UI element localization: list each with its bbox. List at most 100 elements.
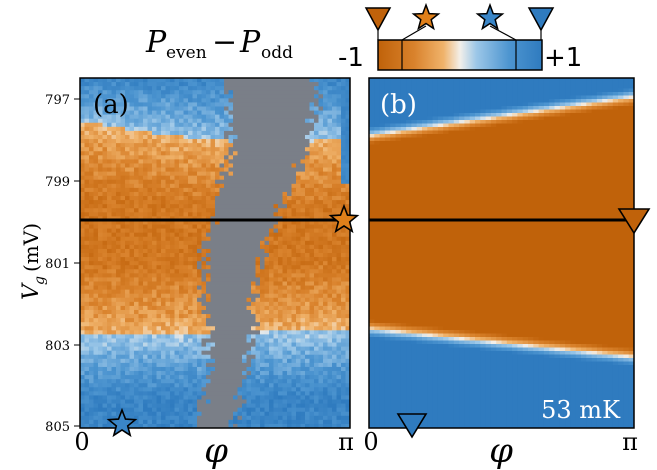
panel-a-cell [255,391,261,396]
panel-a-cell [165,106,171,111]
panel-a-cell [269,187,274,193]
panel-a-cell [251,102,256,107]
title-minus: − [212,25,237,60]
panel-a-cell [336,179,342,185]
panel-a-cell [147,98,153,103]
panel-a-cell [318,212,324,217]
panel-a-cell [246,134,252,140]
panel-a-cell [165,110,171,116]
panel-a-cell [228,151,234,156]
panel-a-cell [291,236,297,242]
panel-a-cell [233,114,238,120]
panel-a-cell [183,228,189,234]
panel-a-cell [314,265,319,270]
panel-a-cell [305,191,310,197]
panel-a-cell [161,175,166,181]
panel-a-cell [327,362,333,368]
panel-a-cell [242,334,247,339]
panel-a-cell [206,98,211,103]
panel-a-cell [201,151,207,156]
panel-a-cell [336,143,342,148]
panel-a-cell [111,391,117,396]
panel-a-cell [345,358,350,364]
panel-a-cell [138,196,144,201]
panel-a-cell [165,126,171,132]
panel-a-cell [233,371,238,376]
panel-a-cell [219,191,225,197]
panel-a-cell [197,342,202,347]
panel-a-cell [111,338,117,343]
panel-a-cell [336,269,342,274]
panel-a-cell [201,236,207,242]
panel-a-cell [278,269,283,274]
panel-a-cell [282,110,288,116]
panel-a-cell [89,159,94,164]
panel-a-cell [134,232,139,238]
panel-a-cell [291,196,297,201]
panel-a-cell [134,350,139,356]
panel-a-cell [233,281,238,286]
panel-a-cell [125,155,130,160]
panel-a-cell [264,244,270,250]
panel-a-cell [341,240,346,246]
panel-a-cell [260,257,265,262]
panel-a-cell [332,257,337,262]
panel-a-cell [336,110,342,116]
panel-a-cell [161,314,166,319]
panel-a-cell [318,159,324,164]
panel-a-cell [111,366,117,372]
panel-a-cell [233,200,238,205]
panel-a-cell [255,78,261,83]
panel-a-cell [219,204,225,209]
panel-a-cell [345,342,350,347]
panel-a-cell [291,86,297,91]
panel-a-cell [336,167,342,172]
panel-a-cell [255,151,261,156]
panel-a-cell [255,326,261,331]
panel-a-cell [219,399,225,404]
panel-a-cell [93,342,99,347]
panel-a-cell [287,175,292,181]
panel-a-cell [84,261,90,266]
panel-a-cell [152,371,157,376]
panel-a-cell [102,314,108,319]
panel-a-cell [183,90,189,95]
panel-a-cell [224,134,229,140]
panel-a-cell [246,143,252,148]
panel-a-cell [80,301,85,307]
panel-a-cell [291,350,297,356]
panel-a-cell [332,277,337,282]
panel-a-cell [228,350,234,356]
panel-a-cell [327,358,333,364]
panel-a-cell [138,147,144,152]
panel-a-cell [291,155,297,160]
panel-a-cell [165,289,171,295]
panel-a-cell [314,134,319,140]
panel-a-cell [264,139,270,144]
panel-a-cell [188,350,193,356]
panel-a-cell [197,208,202,213]
panel-a-cell [269,371,274,376]
panel-a-cell [165,305,171,311]
panel-a-cell [161,187,166,193]
panel-a-cell [111,248,117,254]
panel-a-cell [188,126,193,132]
panel-a-cell [156,322,162,327]
panel-a-cell [332,395,337,400]
panel-a-cell [210,90,216,95]
panel-a-cell [332,309,337,315]
panel-a-cell [134,342,139,347]
panel-a-cell [287,228,292,234]
panel-a-cell [233,318,238,323]
panel-a-cell [120,191,126,197]
panel-a-cell [318,122,324,128]
panel-a-cell [188,257,193,262]
panel-a-cell [102,273,108,278]
panel-a-cell [219,301,225,307]
panel-a-cell [120,350,126,356]
panel-a-cell [278,159,283,164]
panel-a-cell [305,293,310,299]
panel-a-cell [116,248,121,254]
panel-a-cell [107,334,112,339]
panel-a-cell [143,314,148,319]
